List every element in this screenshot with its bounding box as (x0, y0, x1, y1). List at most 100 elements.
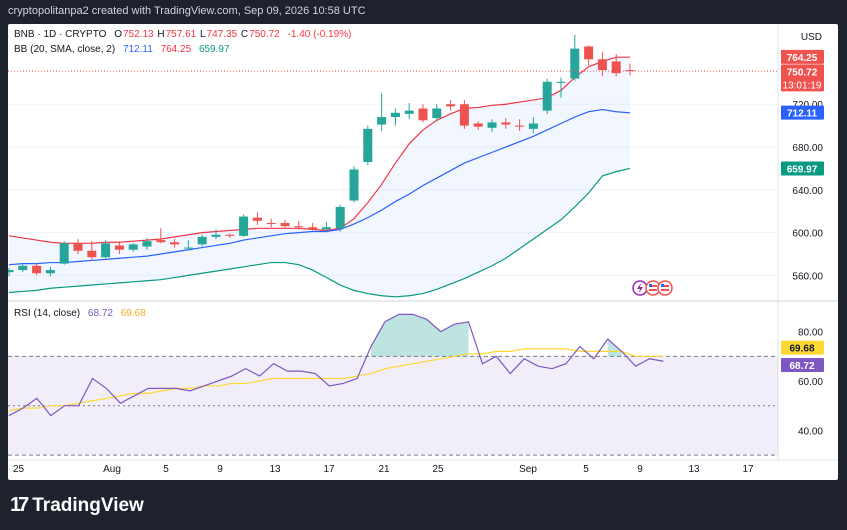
candle-body[interactable] (239, 216, 249, 236)
candle-body[interactable] (432, 108, 442, 119)
candle-body[interactable] (404, 110, 414, 114)
candle-body[interactable] (59, 243, 69, 264)
price-pane[interactable] (8, 34, 778, 298)
candle-body[interactable] (473, 123, 483, 127)
candle-body[interactable] (294, 226, 304, 228)
bb-upper-tag: 764.25 (787, 53, 818, 64)
bb-lower-tag-box[interactable] (781, 161, 824, 176)
low-label: L (199, 29, 206, 40)
candle-body[interactable] (363, 128, 373, 162)
close-price-tag-box[interactable] (781, 64, 824, 92)
rsi-line[interactable] (8, 313, 664, 417)
bb-legend: BB (20, SMA, close, 2) 712.11 764.25 659… (14, 44, 231, 55)
chart-area[interactable]: 560.00600.00640.00680.00720.00764.25750.… (8, 24, 838, 480)
candle-body[interactable] (280, 222, 290, 227)
rsi-ma-tag-box[interactable] (781, 340, 824, 355)
bb-upper-tag-box[interactable] (781, 49, 824, 64)
candle-body[interactable] (377, 117, 387, 125)
chart-credit: cryptopolitanpa2 created with TradingVie… (8, 5, 366, 17)
tradingview-logo[interactable]: 17 TradingView (10, 494, 144, 517)
bb-mid-tag-box[interactable] (781, 105, 824, 120)
candle-body[interactable] (597, 59, 607, 70)
candle-body[interactable] (252, 217, 262, 221)
candle-body[interactable] (156, 240, 166, 243)
candle-body[interactable] (211, 234, 221, 237)
flag-us-icon[interactable] (657, 280, 673, 296)
close-label: C (240, 29, 249, 40)
candle-body[interactable] (556, 81, 566, 83)
candle-body[interactable] (128, 244, 138, 250)
bolt-icon-glyph (637, 283, 643, 293)
bb-upper-value: 764.25 (160, 44, 192, 55)
time-tick-label: 17 (323, 464, 335, 475)
tradingview-mark-icon: 17 (10, 494, 29, 516)
candle-body[interactable] (170, 242, 180, 245)
price-tick-label: 600.00 (792, 229, 823, 240)
rsi-tick-label: 40.00 (798, 426, 823, 437)
candle-body[interactable] (8, 270, 14, 273)
time-tick-label: 5 (163, 464, 169, 475)
time-tick-label: 25 (432, 464, 444, 475)
time-tick-label: 5 (583, 464, 589, 475)
candle-body[interactable] (515, 125, 525, 127)
candle-body[interactable] (584, 46, 594, 60)
rsi-legend: RSI (14, close) 68.72 69.68 (14, 308, 147, 319)
candle-body[interactable] (611, 61, 621, 74)
rsi-label[interactable]: RSI (14, close) (14, 308, 81, 319)
candle-body[interactable] (183, 247, 193, 249)
candle-body[interactable] (542, 81, 552, 111)
candle-body[interactable] (625, 70, 635, 72)
tradingview-name: TradingView (32, 494, 144, 516)
candle-body[interactable] (570, 48, 580, 79)
candle-body[interactable] (266, 222, 276, 225)
chart-svg[interactable]: 560.00600.00640.00680.00720.00764.25750.… (8, 24, 838, 480)
candle-body[interactable] (225, 234, 235, 236)
candle-body[interactable] (418, 108, 428, 121)
candle-body[interactable] (487, 122, 497, 128)
event-icons[interactable] (632, 280, 673, 296)
candle-body[interactable] (321, 227, 331, 230)
candle-body[interactable] (528, 123, 538, 129)
candle-body[interactable] (390, 112, 400, 118)
candle-body[interactable] (142, 241, 152, 247)
candle-body[interactable] (101, 243, 111, 258)
bb-lower-tag: 659.97 (787, 164, 818, 175)
candle-body[interactable] (18, 265, 28, 271)
rsi-value-tag-box[interactable] (781, 357, 824, 372)
flag-us-icon-stripe (661, 289, 669, 291)
bb-lower-line[interactable] (8, 167, 631, 298)
bb-label[interactable]: BB (20, SMA, close, 2) (14, 44, 116, 55)
flag-us-icon-stripe (649, 285, 657, 287)
candle-body[interactable] (87, 250, 97, 258)
candle-body[interactable] (446, 104, 456, 107)
candle-body[interactable] (114, 245, 124, 250)
bb-mid-value: 712.11 (122, 44, 153, 55)
time-tick-label: 21 (378, 464, 390, 475)
candle-body[interactable] (197, 236, 207, 245)
rsi-pane[interactable] (8, 313, 778, 456)
time-tick-label: 9 (637, 464, 643, 475)
candle-body[interactable] (501, 122, 511, 125)
candle-body[interactable] (459, 104, 469, 126)
symbol-label[interactable]: BNB · 1D · CRYPTO (14, 29, 107, 40)
rsi-ma-line[interactable] (8, 348, 664, 412)
rsi-ma-tag: 69.68 (789, 344, 814, 355)
currency-label[interactable]: USD (800, 32, 822, 43)
price-tick-label: 640.00 (792, 186, 823, 197)
change-value: -1.40 (-0.19%) (287, 29, 352, 40)
flag-us-icon-canton (649, 284, 652, 287)
low-value: 747.35 (206, 29, 238, 40)
candle-body[interactable] (349, 169, 359, 201)
bb-mid-line[interactable] (8, 108, 631, 266)
rsi-tick-label: 60.00 (798, 377, 823, 388)
open-label: O (114, 29, 122, 40)
candle-body[interactable] (73, 243, 83, 251)
close-value: 750.72 (249, 29, 280, 40)
high-value: 757.61 (165, 29, 197, 40)
candle-body[interactable] (45, 270, 55, 274)
candle-body[interactable] (308, 227, 318, 230)
price-legend: BNB · 1D · CRYPTO O752.13 H757.61 L747.3… (14, 29, 352, 40)
bb-upper-line[interactable] (8, 56, 630, 244)
candle-body[interactable] (32, 265, 42, 274)
candle-body[interactable] (335, 206, 345, 229)
